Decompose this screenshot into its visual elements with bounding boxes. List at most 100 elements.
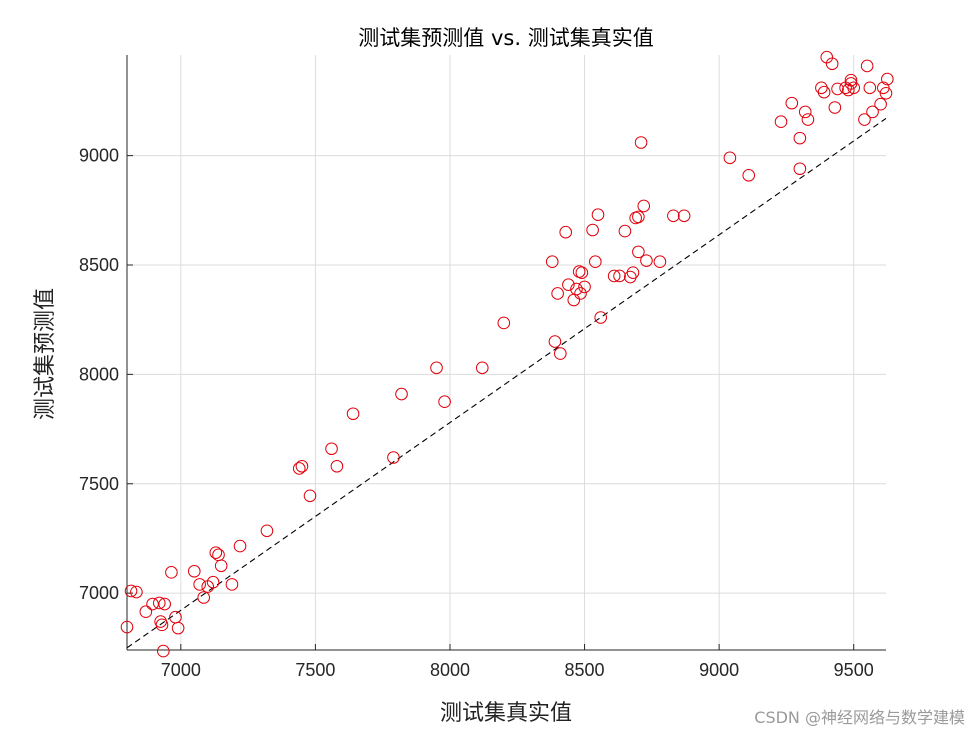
data-point-77 (825, 57, 839, 71)
data-point-50 (591, 208, 605, 221)
data-point-22 (233, 539, 247, 553)
data-point-52 (607, 269, 621, 283)
data-point-49 (589, 255, 602, 269)
data-point-83 (844, 73, 858, 87)
data-point-25 (295, 459, 309, 473)
data-point-54 (618, 224, 632, 238)
data-point-12 (171, 621, 185, 635)
data-point-68 (774, 115, 788, 129)
data-point-14 (193, 578, 206, 591)
data-point-30 (387, 451, 400, 464)
y-tick-label: 7500 (79, 474, 119, 494)
data-point-62 (640, 254, 653, 267)
data-point-29 (346, 407, 360, 421)
data-point-9 (157, 644, 170, 658)
data-point-85 (858, 113, 871, 126)
data-point-71 (793, 162, 807, 176)
data-point-53 (613, 269, 626, 283)
watermark: CSDN @神经网络与数学建模 (754, 708, 965, 727)
data-point-63 (653, 255, 667, 269)
data-point-56 (626, 266, 640, 279)
data-point-19 (212, 548, 225, 562)
data-point-39 (554, 347, 567, 360)
data-point-86 (860, 59, 874, 73)
data-point-4 (146, 597, 159, 611)
chart-title: 测试集预测值 vs. 测试集真实值 (358, 26, 653, 50)
data-point-35 (497, 316, 511, 330)
x-axis-label: 测试集真实值 (440, 701, 572, 726)
data-point-8 (158, 597, 171, 611)
x-tick-label: 9000 (699, 660, 739, 680)
data-point-10 (165, 566, 178, 579)
data-point-45 (574, 287, 587, 300)
data-point-0 (120, 620, 134, 634)
data-point-46 (575, 266, 589, 279)
data-point-34 (475, 361, 489, 375)
data-point-31 (395, 387, 408, 401)
data-point-55 (624, 270, 637, 284)
data-point-61 (637, 199, 651, 213)
data-point-42 (567, 293, 581, 307)
y-axis-label: 测试集预测值 (33, 288, 58, 420)
data-point-20 (214, 559, 228, 573)
x-tick-label: 8500 (565, 660, 605, 680)
data-point-74 (815, 81, 828, 95)
data-point-7 (155, 618, 169, 632)
data-point-89 (874, 97, 887, 111)
data-point-81 (842, 83, 855, 97)
data-point-3 (139, 605, 153, 619)
y-tick-label: 9000 (79, 146, 119, 166)
grid (127, 55, 886, 650)
data-point-67 (742, 169, 756, 182)
data-point-51 (594, 311, 608, 324)
data-point-15 (197, 591, 211, 604)
data-point-91 (879, 86, 893, 100)
data-point-59 (632, 245, 645, 259)
data-point-28 (330, 459, 344, 473)
data-point-26 (303, 489, 317, 503)
data-points (120, 50, 894, 658)
data-point-79 (831, 82, 844, 96)
y-tick-label: 7000 (79, 583, 119, 603)
data-point-36 (545, 255, 559, 269)
x-tick-label: 8000 (430, 660, 470, 680)
x-tick-label: 9500 (834, 660, 874, 680)
reference-line (126, 117, 887, 649)
data-point-66 (723, 151, 737, 165)
data-point-13 (187, 564, 201, 578)
data-point-65 (677, 209, 691, 223)
data-point-24 (292, 462, 306, 475)
axes (126, 55, 886, 651)
data-point-41 (562, 278, 575, 291)
data-point-43 (570, 282, 583, 296)
data-point-58 (632, 210, 645, 224)
data-point-70 (793, 131, 807, 145)
data-point-47 (578, 280, 591, 294)
data-point-78 (828, 101, 842, 114)
x-tick-label: 7000 (161, 660, 201, 680)
data-point-37 (548, 335, 562, 348)
data-point-5 (152, 596, 166, 610)
data-point-23 (260, 524, 274, 538)
data-point-64 (667, 209, 680, 223)
data-point-48 (586, 223, 599, 237)
data-point-18 (209, 546, 223, 559)
data-point-38 (551, 287, 564, 300)
data-point-60 (634, 136, 648, 149)
data-point-92 (881, 72, 894, 86)
data-point-33 (438, 395, 451, 409)
data-point-32 (430, 361, 443, 375)
y-tick-label: 8500 (79, 255, 119, 275)
y-tick-label: 8000 (79, 364, 119, 384)
data-point-17 (206, 575, 220, 589)
data-point-21 (225, 578, 239, 591)
data-point-40 (559, 225, 573, 239)
data-point-2 (130, 585, 143, 599)
data-point-69 (785, 96, 799, 110)
data-point-84 (847, 81, 861, 95)
x-tick-label: 7500 (295, 660, 335, 680)
data-point-27 (325, 442, 338, 456)
data-point-87 (863, 81, 877, 95)
data-point-75 (817, 85, 831, 99)
